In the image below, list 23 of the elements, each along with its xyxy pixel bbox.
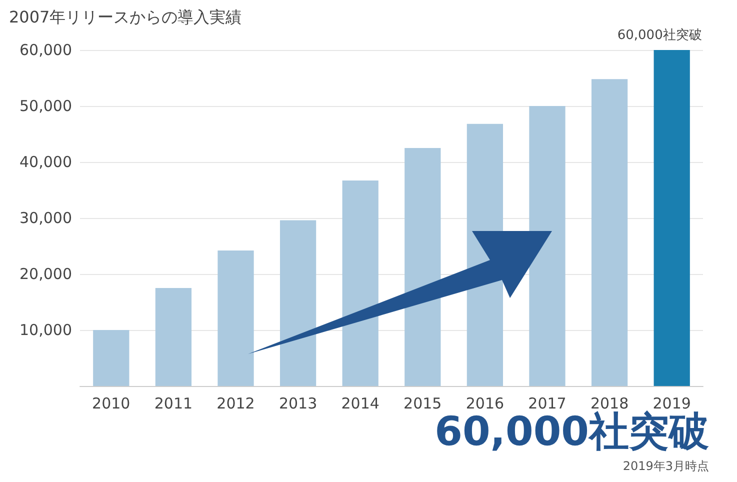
chart-title: 2007年リリースからの導入実績 bbox=[9, 8, 242, 26]
y-tick-label: 40,000 bbox=[20, 153, 72, 171]
x-tick-label: 2012 bbox=[216, 394, 255, 412]
bar bbox=[404, 148, 441, 386]
x-tick-label: 2011 bbox=[154, 394, 193, 412]
y-tick-label: 50,000 bbox=[20, 97, 72, 115]
text: 2019年3月時点 bbox=[622, 459, 710, 473]
annotation: 60,000社突破 bbox=[617, 28, 702, 43]
y-tick-label: 10,000 bbox=[20, 321, 72, 339]
bar bbox=[155, 288, 192, 386]
bar bbox=[342, 180, 378, 386]
bar bbox=[280, 220, 316, 386]
bar bbox=[529, 106, 566, 386]
x-tick-label: 2013 bbox=[278, 394, 318, 412]
bar bbox=[591, 79, 628, 386]
x-tick-label: 2014 bbox=[341, 394, 380, 412]
y-tick-label: 20,000 bbox=[20, 265, 72, 283]
x-tick-label: 2010 bbox=[92, 394, 130, 412]
bar bbox=[218, 250, 254, 386]
y-tick-label: 60,000 bbox=[20, 41, 72, 59]
bar bbox=[654, 50, 690, 386]
y-tick-label: 30,000 bbox=[20, 209, 72, 227]
bar bbox=[93, 330, 130, 386]
